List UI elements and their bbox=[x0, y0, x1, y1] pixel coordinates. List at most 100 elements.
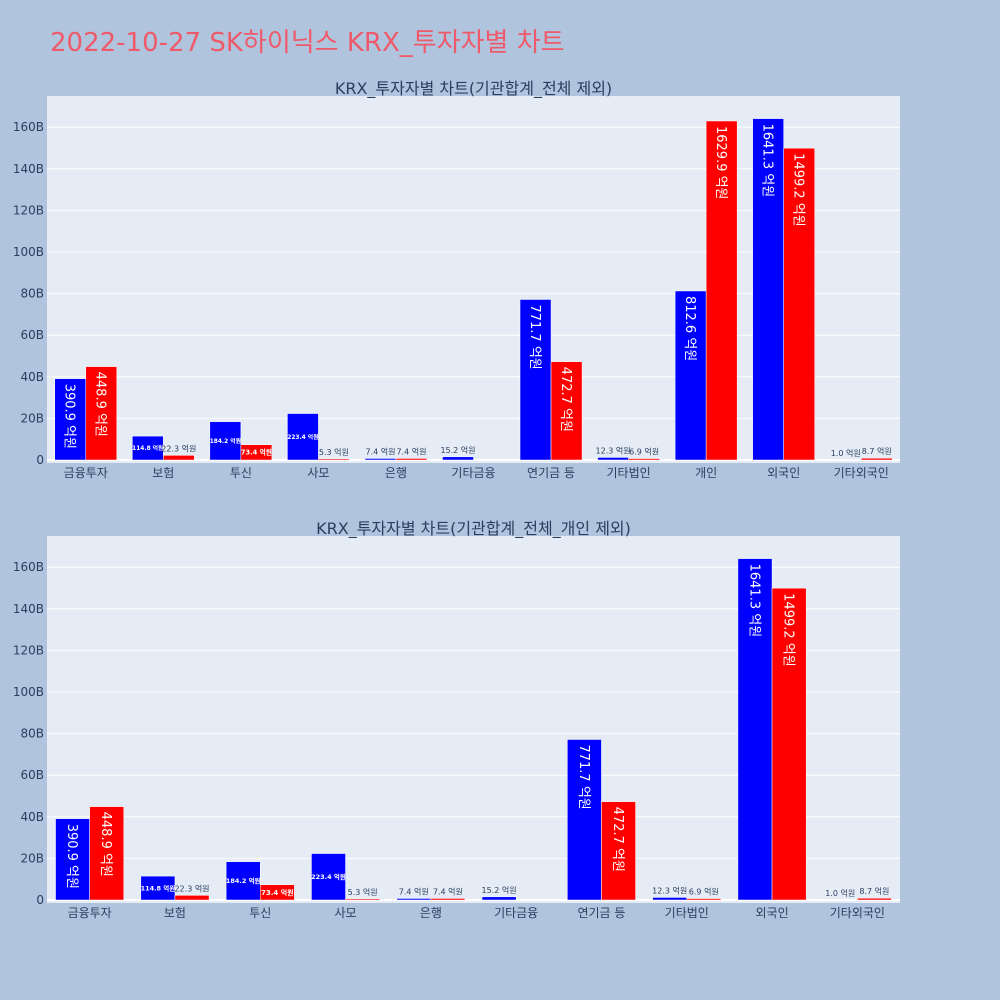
bar bbox=[771, 587, 807, 901]
bar bbox=[287, 413, 319, 461]
bar bbox=[430, 898, 466, 901]
bar bbox=[519, 299, 552, 461]
bar bbox=[225, 861, 261, 901]
data-label: 1499.2 억원 bbox=[781, 593, 796, 667]
bar bbox=[857, 897, 892, 901]
data-label: 73.4 억원 bbox=[241, 448, 272, 457]
bar bbox=[174, 895, 210, 901]
bar bbox=[597, 457, 629, 461]
bar bbox=[783, 147, 815, 461]
main-title: 2022-10-27 SK하이닉스 KRX_투자자별 차트 bbox=[50, 28, 565, 58]
data-label: 1629.9 억원 bbox=[713, 126, 728, 200]
chart-1: 0 20B 40B 60B 80B 100B 120B 140B 160B KRX_투자자별 차트… bbox=[13, 79, 900, 480]
data-label: 812.6 억원 bbox=[682, 296, 697, 361]
bar bbox=[481, 896, 517, 901]
x-tick-label: 기타법인 bbox=[607, 466, 651, 480]
data-label: 7.4 억원 bbox=[399, 886, 429, 896]
data-label: 7.4 억원 bbox=[396, 446, 426, 456]
x-tick-label: 사모 bbox=[307, 466, 329, 480]
bar bbox=[705, 120, 738, 461]
data-label: 472.7 억원 bbox=[610, 807, 625, 872]
y-tick-label: 0 bbox=[36, 453, 44, 467]
data-label: 472.7 억원 bbox=[558, 367, 573, 432]
bar bbox=[260, 884, 295, 901]
bar bbox=[601, 801, 636, 901]
x-tick-label: 기타금융 bbox=[494, 906, 538, 920]
data-label: 1.0 억원 bbox=[831, 448, 861, 458]
y-tick-label: 80B bbox=[20, 287, 44, 301]
x-tick-label: 개인 bbox=[695, 466, 717, 480]
x-tick-label: 금융투자 bbox=[64, 466, 108, 480]
data-label: 771.7 억원 bbox=[576, 744, 591, 809]
bar bbox=[311, 853, 346, 901]
chart-title: KRX_투자자별 차트(기관합계_전체 제외) bbox=[335, 79, 612, 99]
data-label: 8.7 억원 bbox=[862, 446, 892, 456]
bar bbox=[89, 806, 125, 901]
x-tick-label: 기타금융 bbox=[451, 466, 495, 480]
data-label: 6.9 억원 bbox=[689, 887, 719, 897]
data-label: 12.3 억원 bbox=[596, 445, 631, 455]
data-label: 390.9 억원 bbox=[62, 384, 77, 449]
y-tick-label: 60B bbox=[20, 328, 44, 342]
x-tick-label: 외국인 bbox=[755, 906, 788, 920]
x-tick-label: 투신 bbox=[230, 466, 252, 480]
chart-2: 0 20B 40B 60B 80B 100B 120B 140B 160B KRX_투자자별 차트… bbox=[13, 519, 900, 920]
x-tick-label: 연기금 등 bbox=[527, 466, 575, 480]
bar bbox=[628, 458, 660, 461]
y-tick-label: 0 bbox=[36, 893, 44, 907]
data-label: 1.0 억원 bbox=[825, 888, 855, 898]
data-label: 771.7 억원 bbox=[527, 304, 542, 369]
y-tick-label: 60B bbox=[20, 768, 44, 782]
bar bbox=[209, 421, 242, 461]
y-tick-label: 160B bbox=[13, 120, 44, 134]
y-tick-label: 140B bbox=[13, 162, 44, 176]
y-tick-label: 40B bbox=[20, 370, 44, 384]
bar bbox=[54, 378, 87, 461]
data-label: 184.2 억원 bbox=[226, 876, 261, 885]
chart-title: KRX_투자자별 차트(기관합계_전체_개인 제외) bbox=[316, 519, 631, 539]
y-tick-label: 80B bbox=[20, 727, 44, 741]
data-label: 22.3 억원 bbox=[174, 883, 209, 893]
data-label: 223.4 억원 bbox=[311, 872, 346, 881]
x-tick-label: 보험 bbox=[152, 466, 174, 480]
data-label: 6.9 억원 bbox=[629, 447, 659, 457]
y-tick-label: 120B bbox=[13, 643, 44, 657]
y-tick-label: 120B bbox=[13, 203, 44, 217]
bar bbox=[364, 458, 397, 461]
data-label: 8.7 억원 bbox=[859, 886, 889, 896]
bar bbox=[55, 818, 90, 901]
data-label: 448.9 억원 bbox=[93, 372, 108, 437]
data-label: 448.9 억원 bbox=[98, 812, 113, 877]
data-label: 114.8 억원 bbox=[141, 883, 176, 892]
y-tick-label: 140B bbox=[13, 602, 44, 616]
bar bbox=[396, 898, 432, 901]
x-tick-label: 기타외국인 bbox=[830, 906, 885, 920]
x-tick-label: 연기금 등 bbox=[577, 906, 625, 920]
bar bbox=[240, 444, 273, 461]
data-label: 1641.3 억원 bbox=[746, 564, 761, 638]
x-tick-label: 금융투자 bbox=[68, 906, 112, 920]
x-tick-label: 은행 bbox=[385, 465, 407, 480]
data-label: 73.4 억원 bbox=[261, 888, 294, 897]
data-label: 7.4 억원 bbox=[365, 446, 395, 456]
data-label: 5.3 억원 bbox=[348, 887, 378, 897]
data-label: 114.8 억원 bbox=[132, 444, 163, 452]
data-label: 1641.3 억원 bbox=[760, 124, 775, 198]
y-tick-label: 20B bbox=[20, 851, 44, 865]
data-label: 15.2 억원 bbox=[440, 445, 475, 455]
data-label: 12.3 억원 bbox=[652, 885, 687, 895]
data-label: 223.4 억원 bbox=[287, 433, 318, 441]
data-label: 15.2 억원 bbox=[482, 885, 517, 895]
x-tick-label: 투신 bbox=[249, 906, 271, 920]
data-label: 7.4 억원 bbox=[433, 886, 463, 896]
x-tick-label: 사모 bbox=[335, 906, 357, 920]
x-tick-label: 기타외국인 bbox=[834, 466, 889, 480]
bar bbox=[140, 875, 176, 901]
data-label: 390.9 억원 bbox=[64, 824, 79, 889]
data-label: 22.3 억원 bbox=[161, 443, 196, 453]
data-label: 1499.2 억원 bbox=[791, 153, 806, 227]
bar bbox=[686, 898, 722, 901]
bar bbox=[752, 118, 784, 461]
